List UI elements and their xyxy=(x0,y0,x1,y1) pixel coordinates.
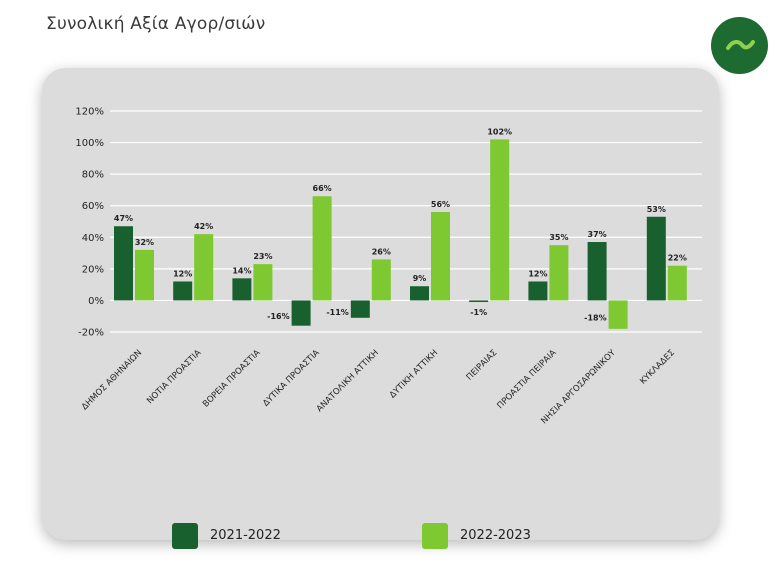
x-tick-label: ΒΟΡΕΙΑ ΠΡΟΑΣΤΙΑ xyxy=(201,348,263,410)
data-label-2021-2022-6: 9% xyxy=(413,274,427,283)
bar-2021-2022-8 xyxy=(528,281,548,301)
legend-swatch-2022-2023 xyxy=(422,523,448,549)
x-tick-label: ΑΝΑΤΟΛΙΚΗ ΑΤΤΙΚΗ xyxy=(315,348,381,414)
bar-2021-2022-1 xyxy=(114,226,133,301)
data-label-2021-2022-1: 47% xyxy=(114,214,133,223)
data-label-2022-2023-6: 56% xyxy=(431,200,450,209)
data-label-2022-2023-9: -18% xyxy=(584,314,606,323)
data-label-2021-2022-9: 37% xyxy=(588,230,607,239)
y-tick-label: 120% xyxy=(75,107,104,118)
legend-label-2022-2023: 2022-2023 xyxy=(460,528,531,543)
bar-2021-2022-10 xyxy=(646,216,666,301)
bar-2022-2023-8 xyxy=(549,245,569,301)
data-label-2022-2023-5: 26% xyxy=(372,247,391,256)
x-tick-label: ΠΡΟΑΣΤΙΑ ΠΕΙΡΑΙΑ xyxy=(495,348,558,411)
bar-2021-2022-3 xyxy=(232,278,252,301)
data-label-2021-2022-4: -16% xyxy=(267,312,289,321)
data-label-2022-2023-1: 32% xyxy=(135,238,154,247)
bar-2022-2023-4 xyxy=(312,196,332,301)
data-label-2022-2023-4: 66% xyxy=(313,184,332,193)
data-label-2021-2022-3: 14% xyxy=(232,266,251,275)
data-label-2022-2023-8: 35% xyxy=(549,233,568,242)
x-tick-label: ΔΥΤΙΚΑ ΠΡΟΑΣΤΙΑ xyxy=(261,348,322,409)
bar-2022-2023-2 xyxy=(194,234,214,301)
page-title: Συνολική Αξία Αγορ/σιών xyxy=(46,14,266,34)
bar-2021-2022-4 xyxy=(291,300,311,326)
y-tick-label: 20% xyxy=(82,264,104,275)
bar-2022-2023-6 xyxy=(431,212,450,301)
bar-2022-2023-3 xyxy=(253,264,273,301)
chart-card: -20% 0% 20% 40% 60% 80% 100% 120% 47% 32% ΔΗΜΟΣ ΑΘ… xyxy=(42,68,719,549)
legend-swatch-2021-2022 xyxy=(172,523,198,549)
bar-chart: -20% 0% 20% 40% 60% 80% 100% 120% 47% 32% ΔΗΜΟΣ ΑΘ… xyxy=(75,107,702,426)
data-label-2021-2022-8: 12% xyxy=(528,269,547,278)
bar-2021-2022-7 xyxy=(469,300,489,303)
data-label-2022-2023-10: 22% xyxy=(668,254,687,263)
data-label-2021-2022-10: 53% xyxy=(647,205,666,214)
bar-2021-2022-9 xyxy=(587,242,607,301)
data-label-2021-2022-2: 12% xyxy=(173,269,192,278)
data-label-2021-2022-7: -1% xyxy=(470,308,487,317)
y-tick-label: 100% xyxy=(75,138,104,149)
bar-2021-2022-5 xyxy=(350,300,370,318)
bar-2022-2023-9 xyxy=(608,300,628,329)
x-tick-label: ΝΟΤΙΑ ΠΡΟΑΣΤΙΑ xyxy=(145,348,203,406)
x-tick-label: ΠΕΙΡΑΙΑΣ xyxy=(465,348,500,383)
y-tick-label: -20% xyxy=(78,328,104,339)
brand-logo xyxy=(711,17,768,74)
x-tick-label: ΔΥΤΙΚΗ ΑΤΤΙΚΗ xyxy=(388,348,440,400)
legend-label-2021-2022: 2021-2022 xyxy=(210,528,281,543)
x-tick-label: ΔΗΜΟΣ ΑΘΗΝΑΙΩΝ xyxy=(80,348,144,412)
bar-2022-2023-1 xyxy=(135,249,154,301)
data-label-2022-2023-3: 23% xyxy=(253,252,272,261)
data-label-2022-2023-7: 102% xyxy=(487,127,512,136)
data-label-2021-2022-5: -11% xyxy=(326,308,348,317)
y-tick-label: 80% xyxy=(82,170,104,181)
x-tick-label: ΚΥΚΛΑΔΕΣ xyxy=(638,348,677,387)
y-tick-label: 40% xyxy=(82,233,104,244)
bar-2021-2022-6 xyxy=(410,286,429,301)
bar-2021-2022-2 xyxy=(173,281,193,301)
bar-2022-2023-10 xyxy=(667,265,687,301)
y-tick-label: 0% xyxy=(88,296,104,307)
bar-2022-2023-7 xyxy=(490,139,510,301)
bar-2022-2023-5 xyxy=(371,259,391,301)
y-tick-label: 60% xyxy=(82,201,104,212)
wave-icon xyxy=(726,40,755,50)
data-label-2022-2023-2: 42% xyxy=(194,222,213,231)
